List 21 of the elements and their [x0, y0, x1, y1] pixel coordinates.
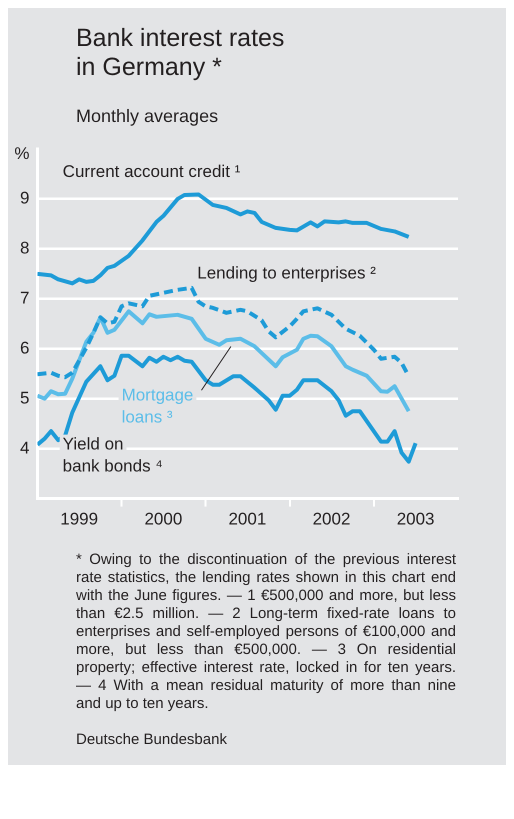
x-tick-label: 2003 [396, 509, 435, 528]
text: Deutsche Bundesbank [75, 730, 228, 749]
x-tick-label: 2002 [312, 509, 350, 528]
series-label: Yield on bank bonds ⁴ [62, 434, 163, 476]
series-label: Lending to enterprises ² [197, 263, 376, 282]
x-tick-label: 2001 [228, 509, 266, 528]
y-tick-label: 4 [20, 438, 30, 458]
x-tick-label: 1999 [60, 509, 98, 528]
chart-title: Bank interest rates in Germany * [75, 23, 286, 82]
series-label: Current account credit ¹ [62, 162, 241, 181]
text: * Owing to the discontinuation of the previous interest rate statistics, the lending rates shown in this chart end with the June figures. — 1 €500,000 and more, but less than €2.5 million. — 2 Long-term fixed-rate loans to enterprises and self-employed persons of €100,000 and more, but less than €500,000. — 3 On residential property; effective interest rate, locked in for ten years. — 4 With a mean residual maturity of more than nine and up to ten years. [76, 551, 456, 712]
x-tick-label: 2000 [144, 509, 182, 528]
chart-subtitle: Monthly averages [75, 105, 220, 127]
text: Mortgage loans ³ [122, 386, 194, 427]
y-tick-label: 7 [20, 288, 30, 308]
y-tick-label: 9 [20, 188, 30, 208]
y-tick-label: 8 [20, 238, 30, 258]
y-axis-title: % [14, 144, 30, 163]
line-series [37, 286, 411, 380]
y-tick-label: 6 [20, 338, 30, 358]
y-tick-label: 5 [20, 388, 30, 408]
